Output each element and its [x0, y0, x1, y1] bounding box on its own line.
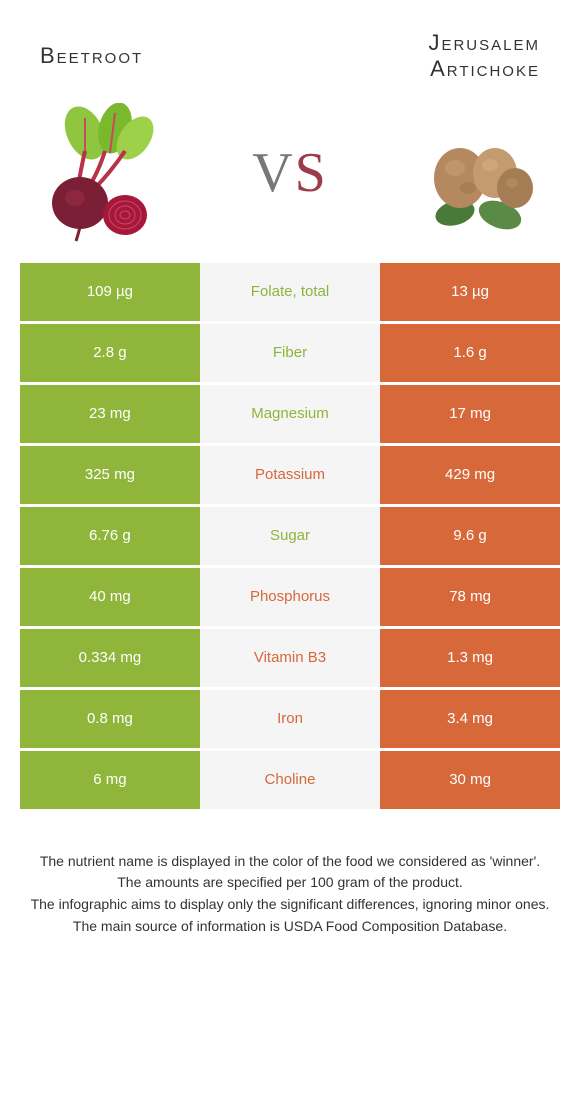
nutrient-label: Sugar — [200, 507, 380, 565]
comparison-table: 109 µgFolate, total13 µg2.8 gFiber1.6 g2… — [0, 263, 580, 809]
right-value: 429 mg — [380, 446, 560, 504]
table-row: 0.8 mgIron3.4 mg — [20, 690, 560, 748]
footer-line: The amounts are specified per 100 gram o… — [20, 873, 560, 893]
table-row: 325 mgPotassium429 mg — [20, 446, 560, 504]
beetroot-image — [30, 103, 180, 243]
nutrient-label: Potassium — [200, 446, 380, 504]
nutrient-label: Phosphorus — [200, 568, 380, 626]
artichoke-image — [400, 103, 550, 243]
footer-line: The infographic aims to display only the… — [20, 895, 560, 915]
vs-label: VS — [252, 141, 328, 205]
table-row: 2.8 gFiber1.6 g — [20, 324, 560, 382]
nutrient-label: Choline — [200, 751, 380, 809]
left-value: 2.8 g — [20, 324, 200, 382]
nutrient-label: Vitamin B3 — [200, 629, 380, 687]
images-row: VS — [0, 93, 580, 263]
table-row: 6 mgCholine30 mg — [20, 751, 560, 809]
left-value: 23 mg — [20, 385, 200, 443]
right-value: 30 mg — [380, 751, 560, 809]
left-value: 6 mg — [20, 751, 200, 809]
right-value: 13 µg — [380, 263, 560, 321]
left-value: 109 µg — [20, 263, 200, 321]
nutrient-label: Fiber — [200, 324, 380, 382]
right-value: 1.6 g — [380, 324, 560, 382]
nutrient-label: Folate, total — [200, 263, 380, 321]
nutrient-label: Iron — [200, 690, 380, 748]
right-value: 9.6 g — [380, 507, 560, 565]
left-value: 0.8 mg — [20, 690, 200, 748]
right-value: 3.4 mg — [380, 690, 560, 748]
footer-line: The nutrient name is displayed in the co… — [20, 852, 560, 872]
table-row: 40 mgPhosphorus78 mg — [20, 568, 560, 626]
footer-line: The main source of information is USDA F… — [20, 917, 560, 937]
right-value: 1.3 mg — [380, 629, 560, 687]
footer-notes: The nutrient name is displayed in the co… — [0, 812, 580, 936]
left-value: 40 mg — [20, 568, 200, 626]
right-value: 17 mg — [380, 385, 560, 443]
nutrient-label: Magnesium — [200, 385, 380, 443]
left-value: 0.334 mg — [20, 629, 200, 687]
table-row: 6.76 gSugar9.6 g — [20, 507, 560, 565]
right-value: 78 mg — [380, 568, 560, 626]
table-row: 109 µgFolate, total13 µg — [20, 263, 560, 321]
right-food-title: Jerusalem Artichoke — [340, 30, 540, 83]
left-food-title: Beetroot — [40, 43, 143, 69]
header: Beetroot Jerusalem Artichoke — [0, 0, 580, 93]
table-row: 0.334 mgVitamin B31.3 mg — [20, 629, 560, 687]
table-row: 23 mgMagnesium17 mg — [20, 385, 560, 443]
left-value: 6.76 g — [20, 507, 200, 565]
left-value: 325 mg — [20, 446, 200, 504]
